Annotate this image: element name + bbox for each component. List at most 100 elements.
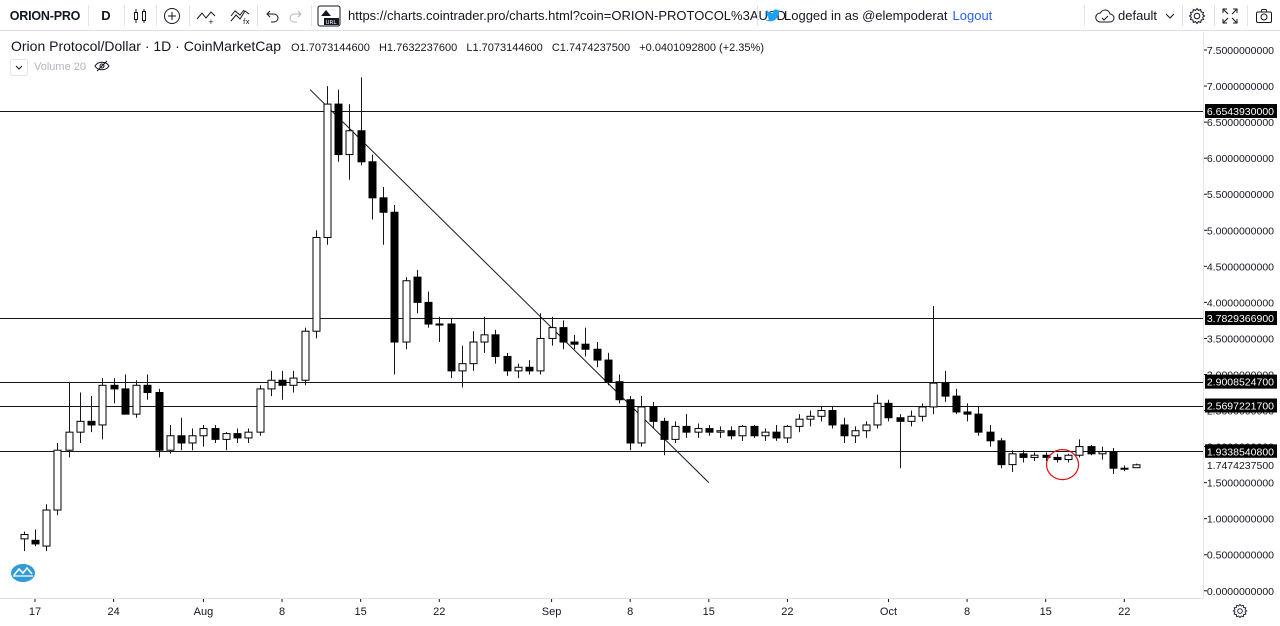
candle-down xyxy=(447,323,456,372)
candle-down xyxy=(660,420,669,440)
last-price-tag xyxy=(1205,457,1277,472)
toolbar-divider xyxy=(124,5,125,26)
candle-down xyxy=(559,327,568,343)
price-tick-label: 6.0000000000 xyxy=(1207,153,1274,165)
candle-down xyxy=(525,366,534,372)
compare-icon[interactable]: + xyxy=(191,0,221,31)
close-value: C1.7474237500 xyxy=(551,42,631,54)
candle-down xyxy=(1019,453,1028,458)
indicators-icon[interactable]: fx xyxy=(225,0,255,31)
volume-legend: Volume 20 xyxy=(10,58,110,76)
open-value: O1.7073144600 xyxy=(290,42,370,54)
interval-button[interactable]: D xyxy=(101,8,111,23)
plus-circle-icon[interactable] xyxy=(157,0,187,31)
candle-up xyxy=(514,366,523,372)
cloud-icon[interactable] xyxy=(1094,0,1116,31)
candle-up xyxy=(918,406,927,417)
candle-up xyxy=(267,379,276,390)
candle-up xyxy=(1008,453,1017,466)
level-price-label: 2.9008524700 xyxy=(1207,377,1274,389)
price-tick-label: 7.0000000000 xyxy=(1207,81,1274,93)
fullscreen-icon[interactable] xyxy=(1215,0,1245,31)
layout-name[interactable]: default xyxy=(1118,8,1158,23)
candle-down xyxy=(828,410,837,426)
camera-icon[interactable] xyxy=(1249,0,1279,31)
candle-up xyxy=(536,337,545,372)
level-price-label: 6.6543930000 xyxy=(1207,106,1274,118)
candle-down xyxy=(357,130,366,163)
url-icon[interactable]: URL xyxy=(313,0,345,31)
volume-label[interactable]: Volume 20 xyxy=(34,61,86,73)
candle-down xyxy=(87,420,96,426)
toolbar-divider xyxy=(1182,5,1183,26)
candle-up xyxy=(694,428,703,433)
candle-down xyxy=(840,424,849,437)
candle-down xyxy=(884,402,893,419)
candle-down xyxy=(334,103,343,156)
time-tick-label: 22 xyxy=(781,606,793,618)
candle-down xyxy=(503,355,512,372)
candle-up xyxy=(548,327,557,339)
candle-up xyxy=(166,435,175,451)
logout-link[interactable]: Logout xyxy=(952,8,993,23)
time-axis-border xyxy=(0,598,1203,599)
undo-icon[interactable] xyxy=(257,0,287,31)
settings-icon[interactable] xyxy=(1182,0,1212,31)
time-tick-label: 22 xyxy=(433,606,445,618)
login-status: Logged in as @elempoderat Logout xyxy=(784,0,992,31)
candle-down xyxy=(626,399,635,444)
time-tick-label: Sep xyxy=(542,606,562,618)
candle-down xyxy=(233,433,242,439)
candle-up xyxy=(199,428,208,437)
level-price-tag xyxy=(1205,444,1277,459)
chart-url-link[interactable]: https://charts.cointrader.pro/charts.htm… xyxy=(348,8,786,23)
candle-up xyxy=(256,388,265,433)
candle-down xyxy=(110,384,119,390)
chart-settings-gear-icon[interactable] xyxy=(1232,603,1248,624)
tradingview-logo-icon[interactable] xyxy=(10,561,36,583)
redo-icon[interactable] xyxy=(281,0,311,31)
candle-up xyxy=(907,415,916,422)
candle-up xyxy=(188,435,197,444)
candle-up xyxy=(42,509,51,547)
candle-down xyxy=(121,388,130,415)
time-tick-label: 8 xyxy=(964,606,970,618)
candle-up xyxy=(480,334,489,343)
candle-up xyxy=(98,384,107,426)
candle-down xyxy=(615,381,624,401)
candle-up xyxy=(469,341,478,365)
candle-down xyxy=(1042,454,1051,458)
candle-up xyxy=(345,130,354,156)
level-price-label: 1.9338540800 xyxy=(1207,446,1274,458)
candle-down xyxy=(211,428,220,440)
candle-up xyxy=(817,410,826,417)
toolbar-divider xyxy=(156,5,157,26)
annotation-circle-mark xyxy=(1045,449,1080,481)
candle-up xyxy=(738,425,747,437)
candle-up xyxy=(851,430,860,437)
candle-up xyxy=(637,406,646,444)
symbol-search-button[interactable]: ORION-PRO xyxy=(9,8,81,23)
candle-down xyxy=(896,417,905,422)
time-tick-label: 22 xyxy=(1118,606,1130,618)
candle-up xyxy=(244,431,253,439)
eye-hidden-icon[interactable] xyxy=(94,60,110,75)
top-toolbar: ORION-PRO D + fx URL https://charts.coin… xyxy=(0,0,1280,31)
chevron-down-icon[interactable] xyxy=(1163,0,1177,31)
candle-up xyxy=(1120,467,1129,470)
time-tick-label: 15 xyxy=(703,606,715,618)
price-chart[interactable]: 7.5000000000 7.0000000000 6.5000000000 6.00… xyxy=(0,32,1280,626)
collapse-legend-button[interactable] xyxy=(10,58,28,76)
candle-down xyxy=(278,379,287,386)
candle-up xyxy=(402,280,411,343)
change-value: +0.0401092800 (+2.35%) xyxy=(639,42,764,54)
legend-title[interactable]: Orion Protocol/Dollar · 1D · CoinMarketC… xyxy=(11,38,281,54)
candle-up xyxy=(761,431,770,437)
candle-down xyxy=(952,395,961,413)
candle-up xyxy=(1030,454,1039,458)
candles-icon[interactable] xyxy=(125,0,155,31)
candle-up xyxy=(53,449,62,511)
candle-down xyxy=(705,428,714,433)
toolbar-divider xyxy=(1247,5,1248,26)
candle-down xyxy=(772,431,781,439)
